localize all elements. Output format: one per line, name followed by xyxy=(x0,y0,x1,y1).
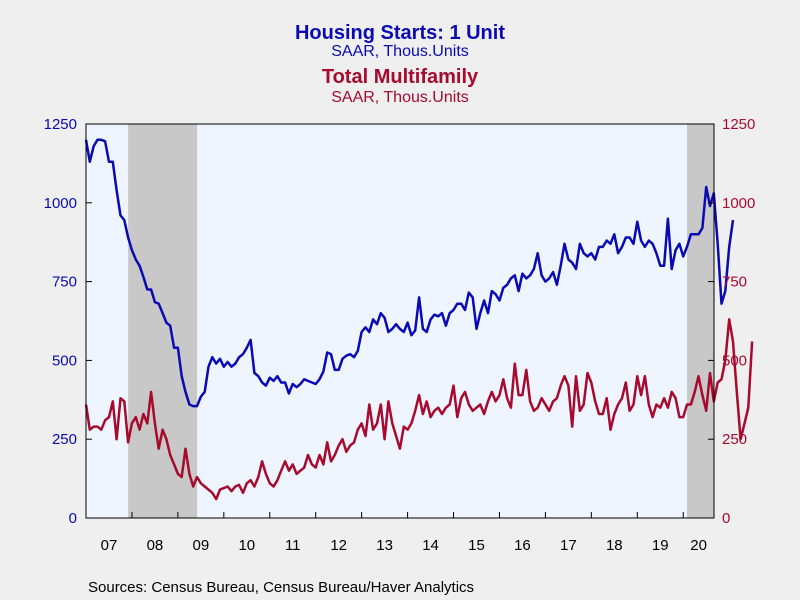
series-lines xyxy=(84,138,754,501)
y-tick-label-left: 750 xyxy=(52,274,77,291)
plot-frame xyxy=(85,123,715,519)
chart-subtitle-2: SAAR, Thous.Units xyxy=(331,89,469,106)
x-tick-label: 16 xyxy=(514,537,531,554)
x-tick-label: 11 xyxy=(285,537,301,554)
x-tick-label: 20 xyxy=(690,537,707,554)
x-tick-label: 17 xyxy=(560,537,577,554)
source-note: Sources: Census Bureau, Census Bureau/Ha… xyxy=(88,579,474,596)
recession-bands xyxy=(128,124,714,518)
y-tick-label-left: 1000 xyxy=(44,195,77,212)
x-tick-label: 19 xyxy=(652,537,669,554)
y-tick-label-right: 1250 xyxy=(722,116,755,133)
x-tick-label: 15 xyxy=(468,537,485,554)
x-tick-label: 12 xyxy=(330,537,347,554)
x-tick-label: 13 xyxy=(376,537,393,554)
x-tick-label: 14 xyxy=(422,537,439,554)
y-tick-label-right: 250 xyxy=(722,431,747,448)
x-tick-label: 07 xyxy=(101,537,118,554)
x-tick-label: 10 xyxy=(238,537,255,554)
y-tick-label-left: 0 xyxy=(69,510,77,527)
series-line-multifamily xyxy=(84,318,754,501)
y-tick-label-left: 250 xyxy=(52,431,77,448)
y-tick-label-left: 500 xyxy=(52,352,77,369)
y-tick-label-right: 500 xyxy=(722,352,747,369)
y-tick-label-left: 1250 xyxy=(44,116,77,133)
y-tick-label-right: 1000 xyxy=(722,195,755,212)
series-line-single-unit xyxy=(84,138,735,408)
x-tick-label: 09 xyxy=(193,537,210,554)
y-tick-label-right: 750 xyxy=(722,274,747,291)
recession-band xyxy=(687,124,714,518)
x-tick-label: 08 xyxy=(147,537,164,554)
axes: 0 0 250 250 500 500 750 750 1000 1000 1250 1250 07 08… xyxy=(44,116,756,554)
y-tick-label-right: 0 xyxy=(722,510,730,527)
chart-subtitle: SAAR, Thous.Units xyxy=(331,43,469,60)
chart-title: Housing Starts: 1 Unit xyxy=(295,22,505,44)
chart-title-2: Total Multifamily xyxy=(322,66,479,88)
x-tick-label: 18 xyxy=(606,537,623,554)
